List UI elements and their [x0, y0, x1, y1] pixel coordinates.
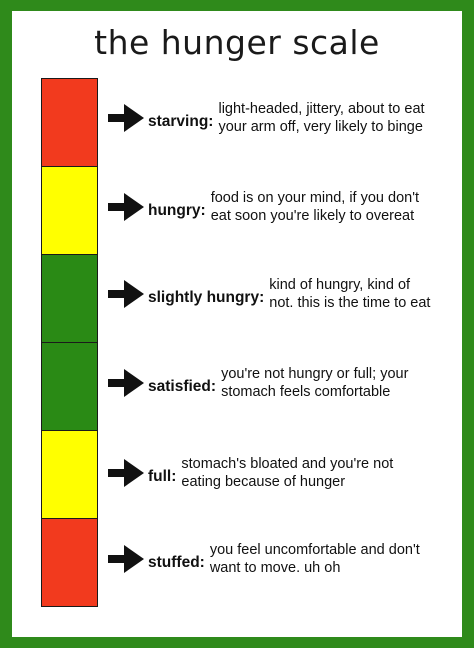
scale-segment-stuffed — [41, 518, 98, 607]
level-label: stuffed: — [148, 554, 205, 571]
level-label: full: — [148, 468, 177, 485]
poster-frame: the hunger scale starving: light-headed,… — [12, 11, 462, 637]
scale-segment-hungry — [41, 166, 98, 255]
level-label: slightly hungry: — [148, 289, 265, 306]
level-description: you're not hungry or full; your stomach … — [221, 366, 409, 400]
scale-segment-slightly-hungry — [41, 254, 98, 343]
level-row-hungry: hungry: food is on your mind, if you don… — [108, 189, 458, 225]
level-label: starving: — [148, 113, 214, 130]
level-row-stuffed: stuffed: you feel uncomfortable and don'… — [108, 541, 458, 577]
scale-segment-full — [41, 430, 98, 519]
arrow-right-icon — [108, 369, 144, 397]
page-title: the hunger scale — [94, 23, 380, 62]
arrow-right-icon — [108, 193, 144, 221]
level-description: food is on your mind, if you don't eat s… — [210, 190, 419, 224]
arrow-right-icon — [108, 545, 144, 573]
level-row-satisfied: satisfied: you're not hungry or full; yo… — [108, 365, 458, 401]
level-label: hungry: — [148, 202, 206, 219]
level-row-slightly-hungry: slightly hungry: kind of hungry, kind of… — [108, 276, 458, 312]
level-description: stomach's bloated and you're not eating … — [181, 456, 394, 490]
scale-segment-starving — [41, 78, 98, 167]
level-description: you feel uncomfortable and don't want to… — [209, 542, 420, 576]
level-description: light-headed, jittery, about to eat your… — [218, 101, 425, 135]
level-label: satisfied: — [148, 378, 217, 395]
arrow-right-icon — [108, 459, 144, 487]
scale-segment-satisfied — [41, 342, 98, 431]
level-description: kind of hungry, kind of not. this is the… — [269, 277, 431, 311]
level-row-starving: starving: light-headed, jittery, about t… — [108, 100, 458, 136]
arrow-right-icon — [108, 280, 144, 308]
level-row-full: full: stomach's bloated and you're not e… — [108, 455, 458, 491]
arrow-right-icon — [108, 104, 144, 132]
